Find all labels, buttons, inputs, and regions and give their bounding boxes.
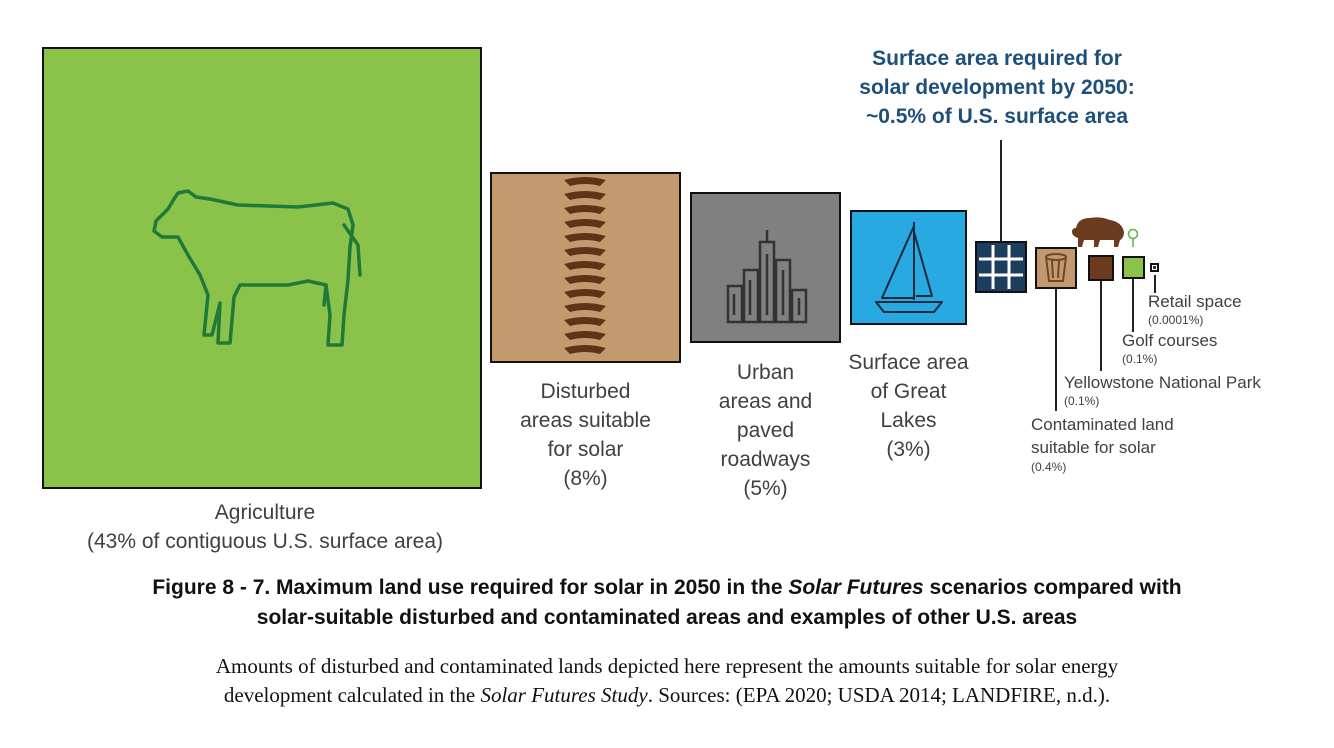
contaminated-land-label: Contaminated land suitable for solar (0.… xyxy=(1031,413,1174,475)
contaminated-land-box xyxy=(1035,247,1077,289)
agriculture-label: Agriculture (43% of contiguous U.S. surf… xyxy=(20,498,510,556)
agriculture-detail: (43% of contiguous U.S. surface area) xyxy=(86,530,443,553)
great-lakes-box xyxy=(850,210,967,325)
great-lakes-line-2: of Great xyxy=(870,380,947,403)
yellowstone-box xyxy=(1088,255,1114,281)
solar-headline: Surface area required for solar developm… xyxy=(820,44,1174,131)
agriculture-box xyxy=(42,47,482,489)
golf-leader-line xyxy=(1132,279,1134,332)
urban-pct: (5%) xyxy=(743,477,788,500)
headline-line-3: ~0.5% of U.S. surface area xyxy=(865,105,1129,128)
retail-name: Retail space xyxy=(1148,292,1242,311)
figure-title-part-1: Figure 8 - 7. Maximum land use required … xyxy=(152,576,789,599)
contaminated-leader-line xyxy=(1055,289,1057,411)
golf-flag-icon xyxy=(1127,228,1139,247)
golf-courses-label: Golf courses (0.1%) xyxy=(1122,330,1217,367)
yellowstone-label: Yellowstone National Park (0.1%) xyxy=(1064,372,1261,409)
figure-title-part-2: scenarios compared with xyxy=(923,576,1182,599)
solar-panel-icon xyxy=(979,245,1023,289)
solar-area-box xyxy=(975,241,1027,293)
urban-line-1: Urban xyxy=(736,361,795,384)
yellowstone-name: Yellowstone National Park xyxy=(1064,373,1261,392)
caption-part-3: . Sources: (EPA 2020; USDA 2014; LANDFIR… xyxy=(647,683,1111,707)
agriculture-name: Agriculture xyxy=(214,501,316,524)
golf-courses-box xyxy=(1122,256,1145,279)
disturbed-line-1: Disturbed xyxy=(540,380,631,403)
disturbed-pct: (8%) xyxy=(563,467,608,490)
urban-line-2: areas and xyxy=(718,390,813,413)
disturbed-areas-label: Disturbed areas suitable for solar (8%) xyxy=(480,377,691,493)
caption-line-1: Amounts of disturbed and contaminated la… xyxy=(215,654,1119,678)
headline-line-1: Surface area required for xyxy=(872,47,1122,70)
great-lakes-pct: (3%) xyxy=(886,438,931,461)
sailboat-icon xyxy=(875,222,943,313)
urban-line-4: roadways xyxy=(720,448,811,471)
disturbed-areas-box xyxy=(490,172,681,363)
yellowstone-leader-line xyxy=(1100,281,1102,371)
retail-space-box xyxy=(1150,263,1159,272)
great-lakes-line-1: Surface area xyxy=(848,351,969,374)
headline-line-2: solar development by 2050: xyxy=(859,76,1135,99)
golf-name: Golf courses xyxy=(1122,331,1218,350)
figure-title: Figure 8 - 7. Maximum land use required … xyxy=(0,573,1334,633)
contaminated-line-2: suitable for solar xyxy=(1031,438,1156,457)
great-lakes-label: Surface area of Great Lakes (3%) xyxy=(830,348,987,464)
retail-pct: (0.0001%) xyxy=(1148,313,1204,327)
retail-leader-line xyxy=(1154,275,1156,293)
trash-can-icon xyxy=(1045,253,1067,282)
urban-areas-label: Urban areas and paved roadways (5%) xyxy=(690,358,841,503)
cow-icon xyxy=(152,189,362,347)
contaminated-pct: (0.4%) xyxy=(1031,460,1067,474)
disturbed-line-2: areas suitable xyxy=(520,409,651,432)
urban-areas-box xyxy=(690,192,841,343)
caption-part-2: development calculated in the xyxy=(223,683,481,707)
bison-icon xyxy=(1072,217,1124,247)
golf-pct: (0.1%) xyxy=(1122,352,1158,366)
figure-title-line-2: solar-suitable disturbed and contaminate… xyxy=(256,606,1078,629)
contaminated-line-1: Contaminated land xyxy=(1031,415,1174,434)
great-lakes-line-3: Lakes xyxy=(880,409,937,432)
tire-track-icon xyxy=(564,177,606,354)
retail-space-label: Retail space (0.0001%) xyxy=(1148,291,1242,328)
city-skyline-icon xyxy=(726,230,808,324)
disturbed-line-3: for solar xyxy=(547,438,624,461)
caption-italic: Solar Futures Study xyxy=(480,683,648,707)
urban-line-3: paved xyxy=(736,419,795,442)
figure-caption: Amounts of disturbed and contaminated la… xyxy=(0,652,1334,710)
solar-leader-line xyxy=(1000,140,1002,242)
figure-title-italic: Solar Futures xyxy=(788,576,924,599)
retail-fill xyxy=(1153,266,1156,269)
yellowstone-pct: (0.1%) xyxy=(1064,394,1100,408)
